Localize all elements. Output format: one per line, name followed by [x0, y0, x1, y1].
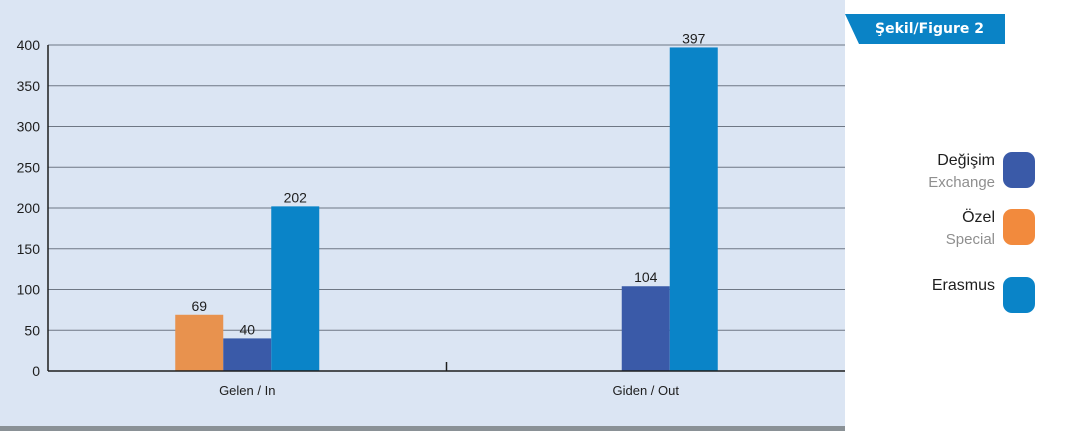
bar: [271, 206, 320, 371]
y-tick-label: 300: [17, 119, 41, 135]
data-label: 40: [239, 321, 255, 337]
data-label: 397: [682, 30, 706, 46]
legend-swatch: [1003, 209, 1035, 245]
legend-sublabel: Exchange: [928, 174, 995, 191]
legend-item-degisim: Değişim Exchange: [870, 150, 1035, 194]
y-tick-label: 100: [17, 282, 41, 298]
figure-label: Şekil/Figure 2: [875, 21, 984, 37]
y-tick-label: 50: [24, 322, 40, 338]
legend-label: Değişim: [937, 152, 995, 169]
data-label: 104: [634, 269, 658, 285]
bar: [669, 47, 718, 371]
bar: [175, 314, 224, 371]
legend-label: Erasmus: [931, 277, 995, 294]
x-tick-label: Gelen / In: [219, 383, 275, 398]
x-tick-label: Giden / Out: [613, 383, 680, 398]
bar: [223, 338, 272, 371]
data-label: 69: [191, 298, 207, 314]
y-tick-label: 250: [17, 159, 41, 175]
y-tick-label: 350: [17, 78, 41, 94]
legend-label: Özel: [962, 209, 995, 226]
legend-swatch: [1003, 277, 1035, 313]
legend-item-ozel: Özel Special: [870, 207, 1035, 251]
legend-swatch: [1003, 152, 1035, 188]
figure-label-tab: Şekil/Figure 2: [845, 14, 1005, 44]
y-tick-label: 0: [32, 363, 40, 379]
legend-item-erasmus: Erasmus: [870, 275, 1035, 319]
y-tick-label: 400: [17, 37, 41, 53]
bottom-rule: [0, 426, 845, 431]
y-tick-label: 150: [17, 241, 41, 257]
legend-sublabel: Special: [945, 231, 995, 248]
y-tick-label: 200: [17, 200, 41, 216]
data-label: 202: [284, 189, 308, 205]
bar: [621, 286, 670, 371]
bar-chart: 69 40 202 104 397 0 50 100 150 200 250 300 350 400 Ge…: [17, 30, 845, 398]
